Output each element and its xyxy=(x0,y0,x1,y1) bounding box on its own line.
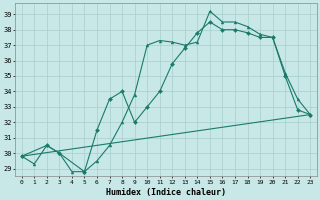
X-axis label: Humidex (Indice chaleur): Humidex (Indice chaleur) xyxy=(106,188,226,197)
